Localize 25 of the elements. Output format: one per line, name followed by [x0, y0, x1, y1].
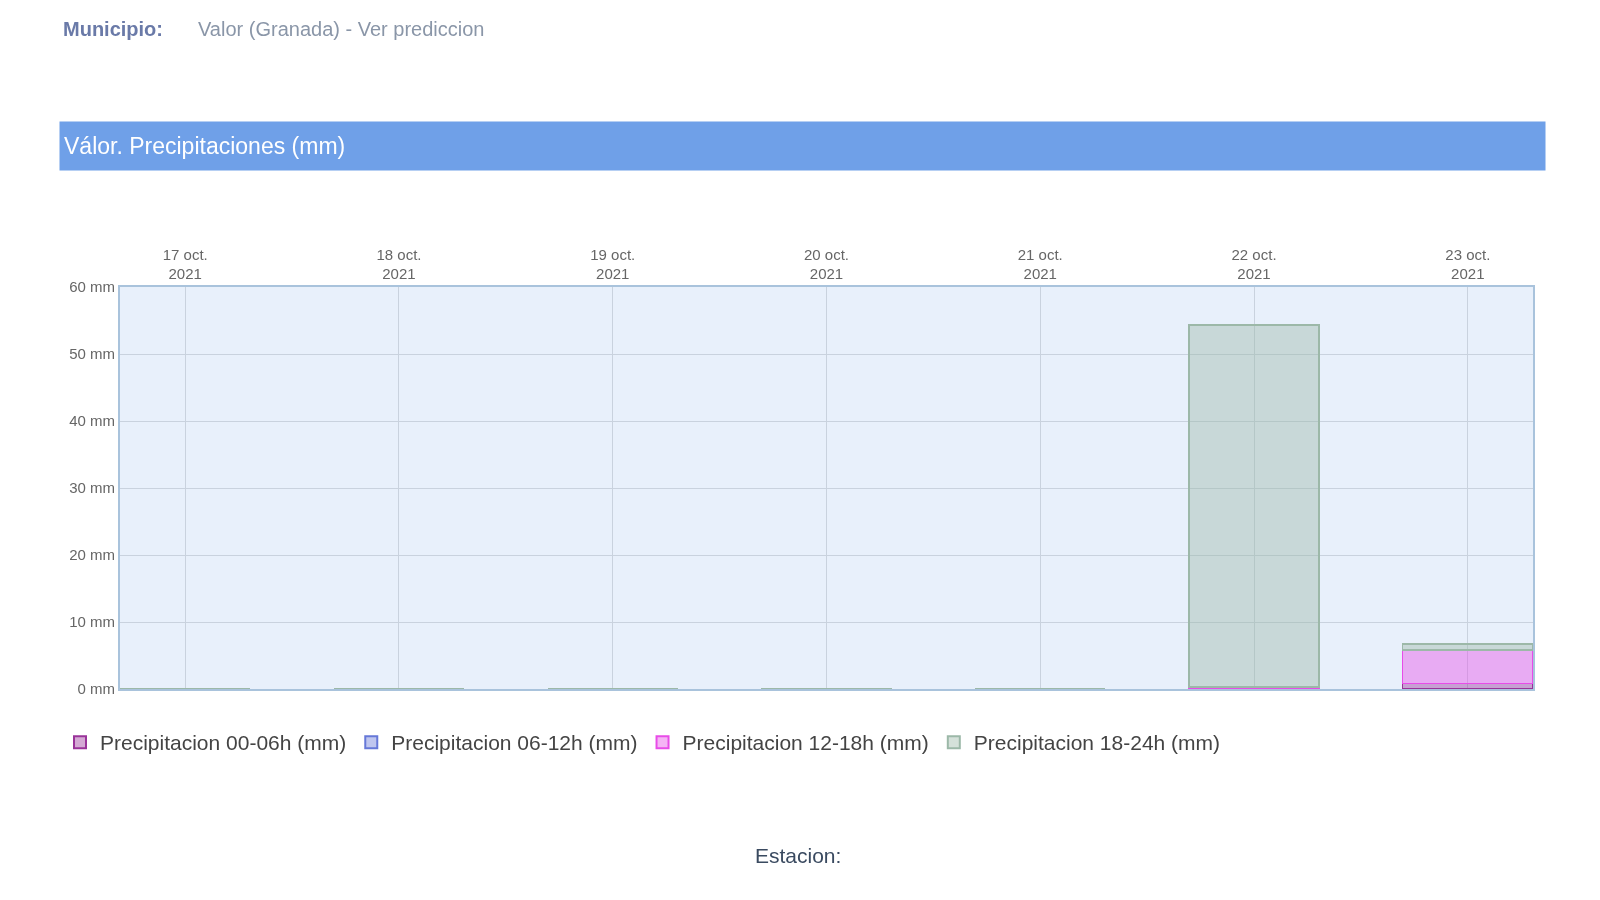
legend-label: Precipitacion 12-18h (mm) — [682, 731, 929, 755]
y-tick-label: 0 mm — [77, 680, 115, 698]
y-tick-label: 60 mm — [69, 278, 115, 296]
y-tick-label: 10 mm — [69, 613, 115, 631]
chart-title: Válor. Precipitaciones (mm) — [64, 133, 346, 159]
legend-label: Precipitacion 18-24h (mm) — [973, 731, 1221, 755]
bar — [1401, 643, 1533, 651]
text: Estacion: — [755, 844, 842, 867]
x-tick-label: 23 oct. 2021 — [1445, 245, 1491, 282]
y-tick-label: 50 mm — [69, 345, 115, 363]
x-tick-label: 19 oct. 2021 — [590, 245, 636, 282]
legend-label: Precipitacion 00-06h (mm) — [100, 731, 347, 755]
text: Municipio: — [63, 18, 163, 40]
x-tick-label: 20 oct. 2021 — [803, 245, 850, 282]
bar — [1401, 649, 1533, 685]
y-tick-label: 20 mm — [69, 546, 115, 564]
x-tick-label: 22 oct. 2021 — [1231, 245, 1277, 282]
text: Valor (Granada) - Ver prediccion — [198, 18, 485, 40]
x-tick-label: 17 oct. 2021 — [162, 245, 208, 282]
legend-label: Precipitacion 06-12h (mm) — [391, 731, 638, 755]
y-tick-label: 30 mm — [69, 479, 115, 497]
x-tick-label: 18 oct. 2021 — [376, 245, 422, 282]
bar — [1188, 324, 1321, 688]
x-tick-label: 21 oct. 2021 — [1017, 245, 1063, 282]
y-tick-label: 40 mm — [69, 412, 115, 430]
